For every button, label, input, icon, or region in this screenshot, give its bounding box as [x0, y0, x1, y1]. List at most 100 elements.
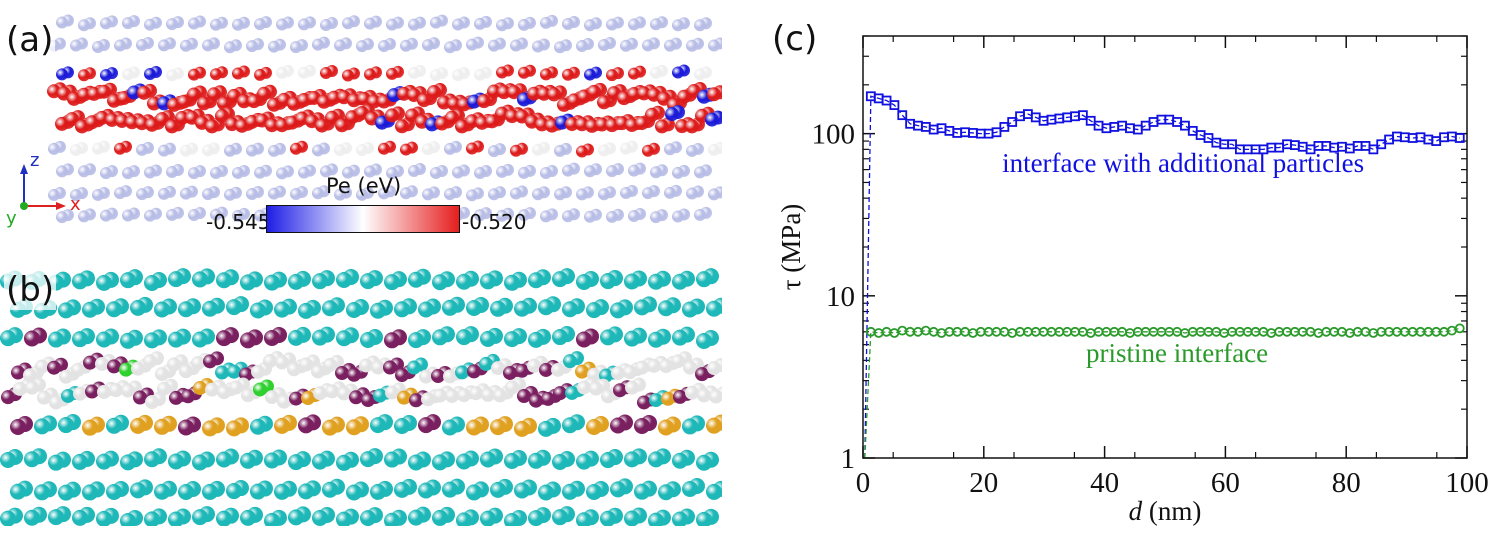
atom-sphere — [342, 69, 354, 82]
atom-sphere — [78, 210, 90, 223]
data-point-square — [1148, 117, 1159, 127]
atom-sphere — [346, 419, 362, 436]
atom-sphere — [254, 18, 266, 31]
atom-sphere — [313, 386, 327, 401]
atom-sphere — [634, 299, 650, 316]
atom-sphere — [480, 330, 496, 347]
atom-sphere — [610, 481, 626, 498]
atom-sphere — [386, 18, 398, 31]
atom-sphere — [144, 274, 160, 291]
atom-sphere — [312, 38, 324, 51]
atom-sphere — [650, 66, 662, 79]
y-tick-label: 100 — [812, 119, 856, 151]
atom-sphere — [347, 367, 361, 382]
atom-sphere — [433, 388, 447, 403]
atom-sphere — [510, 39, 522, 52]
atom-sphere — [373, 388, 387, 403]
atom-sphere — [648, 512, 664, 526]
atom-sphere — [23, 368, 37, 383]
atom-sphere — [706, 483, 722, 500]
atom-sphere — [359, 358, 373, 373]
atom-sphere — [422, 143, 434, 156]
atom-sphere — [400, 187, 412, 200]
atom-sphere — [264, 274, 280, 291]
atom-sphere — [430, 69, 442, 82]
atom-sphere — [504, 512, 520, 526]
atom-sphere — [49, 395, 63, 410]
atom-sphere — [48, 509, 64, 526]
atom-sphere — [456, 273, 472, 290]
data-point-square — [991, 127, 1002, 138]
atom-sphere — [232, 67, 244, 80]
atom-sphere — [144, 18, 156, 31]
atom-sphere — [645, 107, 659, 122]
panel-b-label: (b) — [4, 270, 57, 310]
atom-sphere — [456, 453, 472, 470]
atom-sphere — [552, 271, 568, 288]
panel-a-atom-snapshot: (a) Pe (eV) -0.545 -0.520 z y x — [0, 10, 722, 234]
atom-sphere — [10, 419, 26, 436]
axis-triad-icon — [20, 164, 66, 210]
atom-sphere — [275, 355, 289, 370]
atom-sphere — [96, 510, 112, 526]
atom-sphere — [13, 381, 27, 396]
atom-sphere — [274, 417, 290, 434]
colorbar-max-label: -0.520 — [462, 210, 527, 234]
atom-sphere — [552, 509, 568, 526]
atom-sphere — [265, 118, 279, 133]
atom-sphere — [650, 18, 662, 31]
atom-sphere — [487, 84, 501, 99]
atom-sphere — [72, 453, 88, 470]
atom-sphere — [527, 358, 541, 373]
atom-sphere — [120, 332, 136, 349]
atom-sphere — [627, 86, 641, 101]
atom-sphere — [246, 188, 258, 201]
atom-sphere — [216, 330, 232, 347]
atom-sphere — [628, 18, 640, 31]
atom-sphere — [598, 38, 610, 51]
atom-sphere — [565, 117, 579, 132]
atom-sphere — [58, 484, 74, 501]
atom-sphere — [432, 509, 448, 526]
data-point-square — [897, 110, 908, 121]
atom-sphere — [181, 389, 195, 404]
atom-sphere — [658, 419, 674, 436]
atom-sphere — [707, 87, 721, 102]
atom-sphere — [597, 95, 611, 110]
atom-sphere — [334, 144, 346, 157]
atom-sphere — [205, 119, 219, 134]
atom-sphere — [193, 380, 207, 395]
atom-sphere — [480, 273, 496, 290]
atom-sphere — [197, 96, 211, 111]
atom-sphere — [624, 330, 640, 347]
atom-sphere — [202, 39, 214, 52]
atom-sphere — [180, 187, 192, 200]
atom-sphere — [628, 67, 640, 80]
atom-sphere — [154, 301, 170, 318]
atom-sphere — [61, 388, 75, 403]
atom-sphere — [154, 418, 170, 435]
atom-sphere — [650, 166, 662, 179]
atom-sphere — [337, 386, 351, 401]
atom-sphere — [537, 86, 551, 101]
atom-sphere — [532, 40, 544, 53]
atom-sphere — [504, 274, 520, 291]
atom-sphere — [175, 111, 189, 126]
atom-sphere — [696, 511, 712, 526]
atom-sphere — [187, 87, 201, 102]
atom-sphere — [82, 301, 98, 318]
panel-a-atoms-svg — [47, 14, 722, 224]
atom-sphere — [408, 66, 420, 79]
atom-sphere — [334, 39, 346, 52]
atom-sphere — [576, 188, 588, 201]
atom-sphere — [202, 144, 214, 157]
atom-sphere — [250, 302, 266, 319]
atom-sphere — [360, 332, 376, 349]
atom-sphere — [624, 451, 640, 468]
atom-sphere — [34, 418, 50, 435]
atom-sphere — [682, 418, 698, 435]
atom-sphere — [600, 510, 616, 526]
panel-b-atoms-svg — [0, 268, 722, 526]
atom-sphere — [515, 363, 529, 378]
atom-sphere — [518, 209, 530, 222]
